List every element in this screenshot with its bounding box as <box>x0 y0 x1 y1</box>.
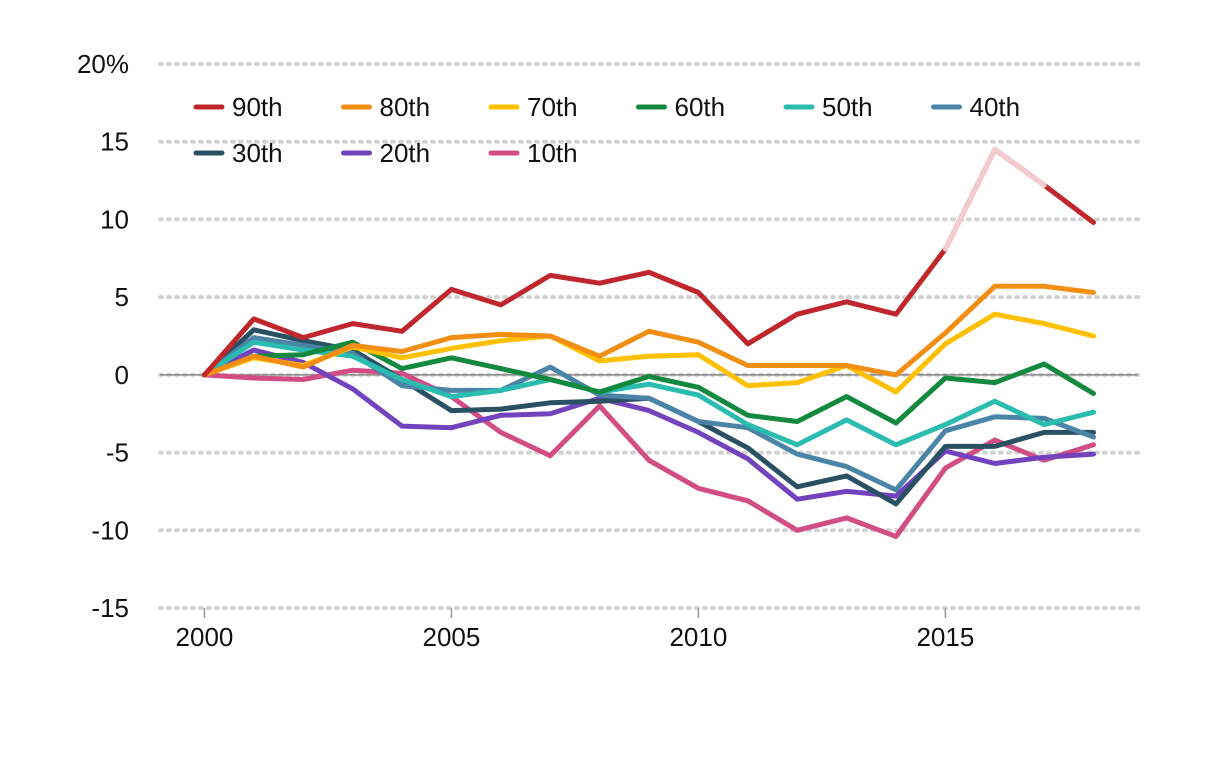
x-tick-label: 2010 <box>669 622 727 652</box>
legend: 90th 80th 70th 60th 50th 40th 30th 20th 10th <box>193 92 1021 168</box>
legend-label: 40th <box>970 92 1021 122</box>
series-line-20th <box>202 347 1096 502</box>
y-tick-label: 10 <box>100 204 129 234</box>
series-line-90th <box>202 147 1096 378</box>
x-tick-label: 2005 <box>423 622 481 652</box>
x-tick-label: 2015 <box>916 622 974 652</box>
legend-label: 10th <box>527 138 578 168</box>
legend-label: 90th <box>232 92 283 122</box>
y-tick-label: -15 <box>91 593 129 623</box>
y-tick-label: 20% <box>77 49 129 79</box>
legend-label: 70th <box>527 92 578 122</box>
series-line-10th <box>202 367 1096 539</box>
legend-label: 50th <box>822 92 873 122</box>
legend-label: 30th <box>232 138 283 168</box>
legend-label: 60th <box>675 92 726 122</box>
y-axis: 20% 15 10 5 0 -5 -10 -15 <box>77 49 129 623</box>
legend-label: 80th <box>380 92 431 122</box>
series-line-60th <box>202 339 1096 426</box>
y-tick-label: -10 <box>91 515 129 545</box>
y-tick-label: 15 <box>100 127 129 157</box>
series-line-40th <box>202 335 1096 493</box>
x-tick-label: 2000 <box>176 622 234 652</box>
y-tick-label: 0 <box>115 360 129 390</box>
x-axis: 2000 2005 2010 2015 <box>176 608 974 652</box>
series-highlight-segment <box>942 147 1047 252</box>
series-lines <box>202 147 1096 539</box>
series-line-50th <box>202 339 1096 448</box>
y-tick-label: -5 <box>106 438 129 468</box>
series-line-80th <box>202 283 1096 378</box>
y-tick-label: 5 <box>115 282 129 312</box>
legend-label: 20th <box>380 138 431 168</box>
